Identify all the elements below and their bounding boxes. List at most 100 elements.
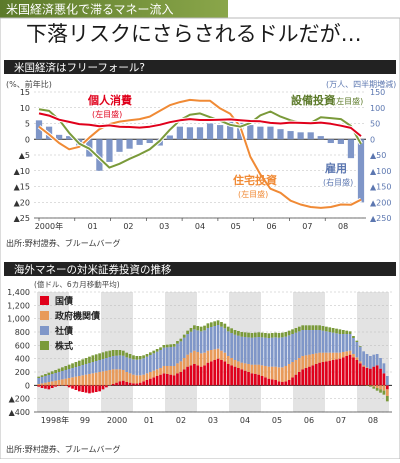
- chart2-bar-segment: [61, 367, 64, 371]
- chart1-employment-bar: [307, 132, 314, 140]
- chart2-bar-segment: [88, 385, 91, 394]
- chart2-bar-segment: [125, 352, 129, 358]
- chart2-bar-segment: [199, 326, 203, 332]
- chart2-bar-segment: [267, 333, 271, 338]
- chart2-bar-segment: [247, 332, 250, 338]
- chart2-bar-segment: [325, 326, 328, 332]
- chart2-bar-segment: [111, 369, 115, 384]
- chart1-employment-bar: [136, 139, 143, 145]
- chart1-employment-bar: [56, 134, 63, 140]
- chart1-employment-bar: [357, 139, 365, 203]
- chart2-title: 海外マネーの対米証券投資の推移: [14, 263, 172, 276]
- chart2-bar-segment: [382, 390, 386, 395]
- chart2-bar-segment: [385, 389, 389, 396]
- chart2-bar-segment: [372, 386, 376, 389]
- chart2-bar-segment: [189, 365, 193, 386]
- chart2-bar-segment: [216, 325, 220, 349]
- chart2-bar-segment: [321, 330, 325, 353]
- chart2-bar-segment: [379, 358, 382, 369]
- chart2-bar-segment: [223, 328, 227, 353]
- chart2-x-tick-label: 01: [144, 416, 154, 425]
- chart2-bar-segment: [118, 369, 122, 382]
- chart2-bar-segment: [304, 368, 308, 386]
- chart2-bar-segment: [328, 360, 332, 386]
- chart2-bar-segment: [247, 364, 250, 372]
- chart1-x-tick-label: 06: [266, 222, 276, 231]
- chart2-bar-segment: [348, 334, 352, 351]
- chart2-bar-segment: [209, 361, 213, 386]
- chart2-bar-segment: [284, 366, 288, 382]
- chart2-bar-segment: [253, 364, 257, 374]
- chart2-bar-segment: [321, 362, 325, 386]
- chart2-bar-segment: [341, 357, 345, 386]
- chart2-bar-segment: [230, 333, 233, 358]
- chart2-bar-segment: [145, 373, 149, 380]
- chart2-bar-segment: [277, 367, 281, 382]
- chart2-y-tick-label: 1,400: [7, 288, 30, 297]
- chart2-bar-segment: [172, 346, 176, 366]
- chart2-bars: [37, 320, 389, 402]
- chart2-bar-segment: [233, 334, 237, 360]
- chart2-bar-segment: [362, 365, 365, 367]
- chart2-bar-segment: [385, 376, 389, 386]
- chart1-right-tick-label: 0: [370, 135, 375, 144]
- chart2-bar-segment: [203, 325, 206, 331]
- chart2-bar-segment: [74, 367, 78, 377]
- chart2-bar-segment: [335, 359, 338, 386]
- chart2-bar-segment: [206, 323, 210, 328]
- legend-swatch-agency: [40, 311, 49, 320]
- chart2-bar-segment: [37, 384, 41, 386]
- chart1-axes: 151050▲5▲10▲15▲20▲25150100500▲50▲100▲150…: [14, 88, 392, 231]
- chart2-bar-segment: [260, 337, 264, 366]
- chart2-bar-segment: [206, 350, 210, 363]
- chart2-bar-segment: [253, 337, 257, 365]
- chart2-bar-segment: [240, 336, 244, 363]
- chart2-bar-segment: [115, 355, 118, 370]
- chart2-bar-segment: [335, 328, 338, 334]
- chart2-bar-segment: [311, 365, 315, 386]
- chart2-unit: (億ドル、6カ月移動平均): [34, 279, 120, 289]
- chart2-bar-segment: [260, 332, 264, 338]
- chart2-bar-segment: [348, 354, 352, 386]
- chart2-bar-segment: [71, 368, 74, 378]
- chart2-bar-segment: [105, 385, 108, 388]
- chart2-bar-segment: [182, 358, 186, 370]
- chart2-bar-segment: [375, 365, 379, 386]
- chart2-bar-segment: [165, 344, 169, 348]
- chart2-bar-segment: [159, 347, 162, 350]
- chart2-bar-segment: [209, 322, 213, 327]
- chart2-bar-segment: [352, 338, 355, 354]
- chart1-employment-bar: [96, 139, 103, 171]
- chart2-bar-segment: [81, 359, 85, 365]
- chart1-left-unit: (%、前年比): [6, 79, 52, 89]
- chart2-source: 出所:野村證券、ブルームバーグ: [6, 444, 120, 454]
- chart2-bar-segment: [237, 335, 240, 362]
- chart1-line-orange: [38, 98, 362, 209]
- chart2-bar-segment: [196, 352, 200, 366]
- chart2-bar-segment: [284, 332, 288, 337]
- chart2-y-tick-label: 200: [15, 368, 30, 377]
- chart1-right-tick-label: ▲150: [370, 183, 391, 192]
- chart2-bar-segment: [291, 334, 294, 362]
- chart2-bar-segment: [105, 351, 108, 358]
- chart2-bar-segment: [297, 372, 301, 386]
- chart2-bar-segment: [98, 353, 101, 360]
- chart2-bar-segment: [382, 385, 386, 391]
- chart2-bar-segment: [270, 379, 274, 386]
- chart2-bar-segment: [216, 320, 220, 325]
- chart2-y-tick-label: 0: [25, 381, 30, 390]
- chart2-bar-segment: [297, 358, 301, 372]
- chart1-left-tick-label: 15: [20, 88, 30, 97]
- chart2-bar-segment: [345, 330, 349, 334]
- chart2-bar-segment: [138, 359, 142, 376]
- chart2-bar-segment: [365, 385, 369, 386]
- chart2-bar-segment: [223, 352, 227, 362]
- label-housing: 住宅投資: [233, 173, 277, 187]
- chart2-bar-segment: [77, 385, 81, 392]
- chart2-bar-segment: [325, 331, 328, 353]
- chart2-bar-segment: [94, 372, 98, 386]
- chart2-bar-segment: [77, 376, 81, 386]
- chart2-bar-segment: [220, 326, 223, 351]
- chart2-bar-segment: [50, 374, 54, 382]
